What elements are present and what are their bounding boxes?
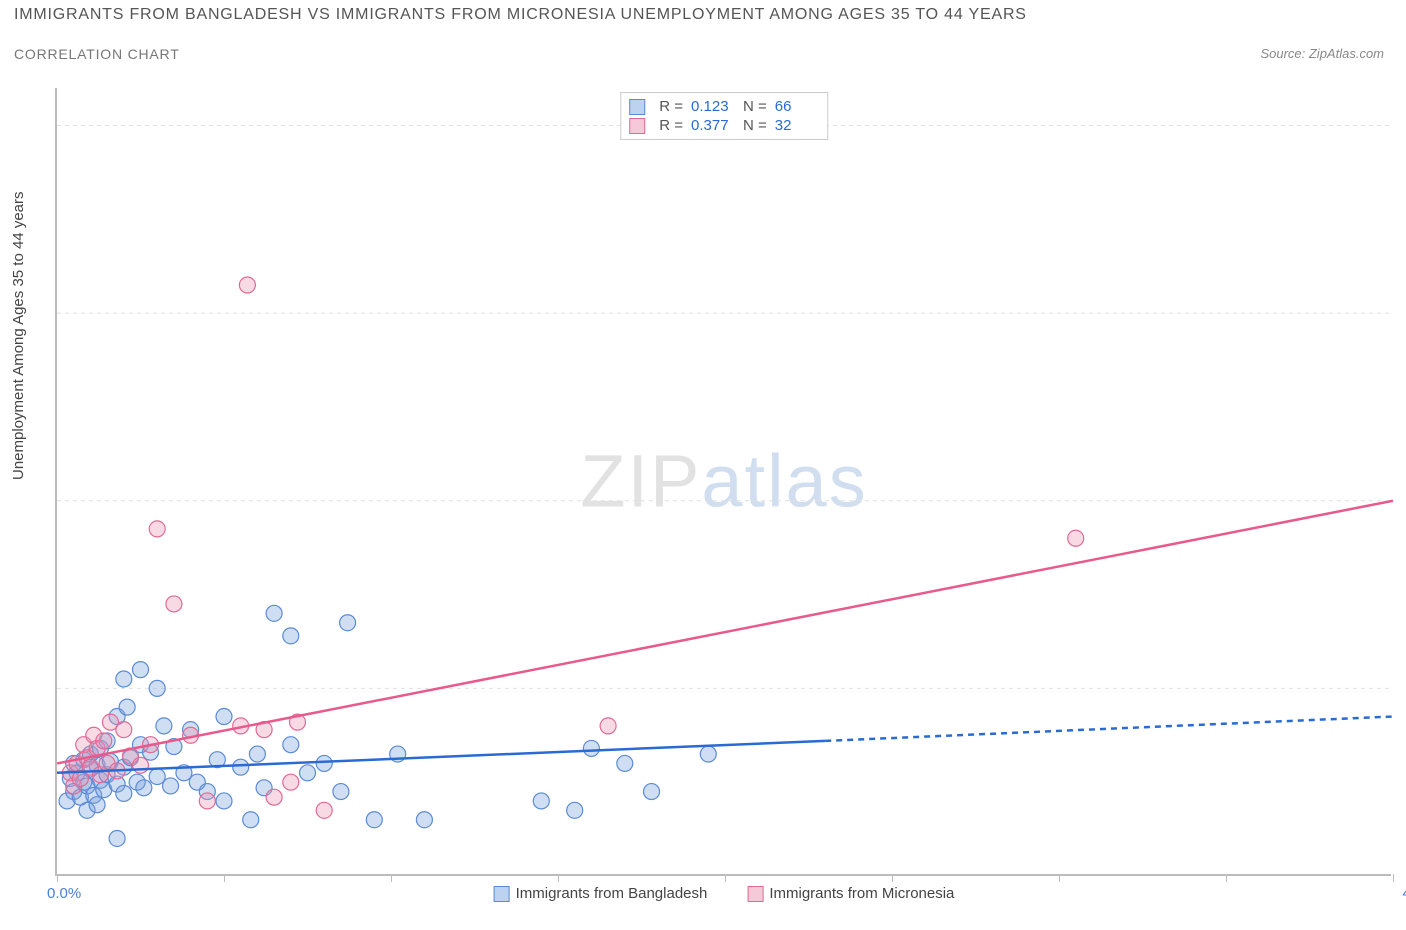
x-tick — [558, 874, 559, 882]
legend-label-bangladesh: Immigrants from Bangladesh — [516, 885, 708, 902]
stats-swatch-bangladesh — [629, 99, 645, 115]
legend-item-micronesia: Immigrants from Micronesia — [747, 885, 954, 902]
y-axis-label: Unemployment Among Ages 35 to 44 years — [10, 191, 27, 480]
r-label: R = — [659, 117, 683, 134]
n-value-bangladesh: 66 — [775, 98, 819, 115]
r-value-micronesia: 0.377 — [691, 117, 735, 134]
swatch-bangladesh — [494, 886, 510, 902]
x-tick — [1059, 874, 1060, 882]
x-tick — [1393, 874, 1394, 882]
legend-label-micronesia: Immigrants from Micronesia — [769, 885, 954, 902]
x-origin-label: 0.0% — [47, 885, 81, 902]
swatch-micronesia — [747, 886, 763, 902]
scatter-plot: ZIPatlas 10.0%20.0%30.0%40.0% 0.0% 40.0%… — [55, 88, 1391, 876]
x-max-label: 40.0% — [1402, 885, 1406, 902]
y-tick-label: 20.0% — [1396, 492, 1406, 509]
series-legend: Immigrants from Bangladesh Immigrants fr… — [494, 885, 955, 902]
x-tick — [224, 874, 225, 882]
y-tick-label: 10.0% — [1396, 680, 1406, 697]
n-value-micronesia: 32 — [775, 117, 819, 134]
legend-item-bangladesh: Immigrants from Bangladesh — [494, 885, 708, 902]
x-tick — [892, 874, 893, 882]
stats-row-micronesia: R = 0.377 N = 32 — [629, 116, 819, 135]
n-label: N = — [743, 117, 767, 134]
stats-legend: R = 0.123 N = 66 R = 0.377 N = 32 — [620, 92, 828, 140]
trend-lines-layer — [57, 88, 1391, 874]
n-label: N = — [743, 98, 767, 115]
r-value-bangladesh: 0.123 — [691, 98, 735, 115]
source-attribution: Source: ZipAtlas.com — [1260, 46, 1384, 61]
chart-title: IMMIGRANTS FROM BANGLADESH VS IMMIGRANTS… — [14, 6, 1027, 24]
r-label: R = — [659, 98, 683, 115]
stats-row-bangladesh: R = 0.123 N = 66 — [629, 97, 819, 116]
stats-swatch-micronesia — [629, 118, 645, 134]
x-tick — [391, 874, 392, 882]
chart-subtitle: CORRELATION CHART — [14, 46, 180, 62]
x-tick — [1226, 874, 1227, 882]
y-tick-label: 40.0% — [1396, 117, 1406, 134]
x-tick — [725, 874, 726, 882]
x-tick — [57, 874, 58, 882]
y-tick-label: 30.0% — [1396, 305, 1406, 322]
